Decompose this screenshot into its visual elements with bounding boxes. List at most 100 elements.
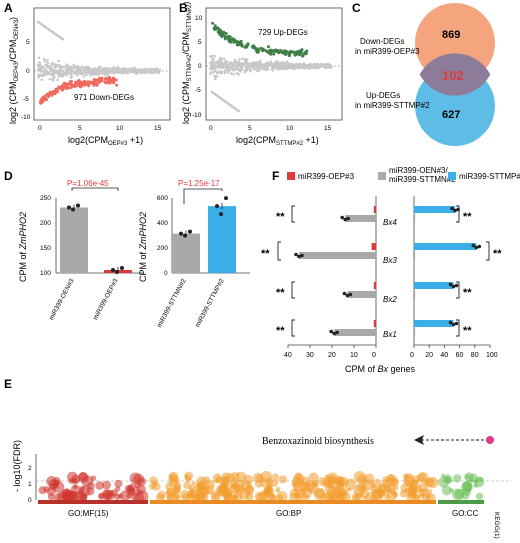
panel-a-highlight-point [53, 92, 57, 95]
panel-b-highlight-point [281, 51, 284, 54]
panel-f-replicate-point [448, 282, 453, 287]
panel-f-replicate-point [453, 208, 457, 213]
panel-b-point [229, 72, 233, 75]
panel-f-left-ticklabel: 40 [284, 352, 292, 359]
panel-a-highlight-point [114, 78, 118, 82]
panel-b-point [299, 66, 303, 69]
panel-e-point [362, 495, 367, 500]
panel-a-highlight-point [70, 83, 74, 87]
panel-b-highlight-point [299, 49, 303, 53]
panel-a-point [152, 69, 155, 73]
panel-b-point [225, 63, 228, 67]
panel-a-ylabel: log2 (CPMOEP#3/CPMOEN#3) [8, 17, 20, 124]
panel-a-point [152, 71, 155, 75]
panel-c-venn: 869 102 627 Down-DEGs in miR399-OEP#3 Up… [355, 3, 495, 146]
panel-e-point [254, 491, 265, 502]
panel-a-point [59, 68, 63, 71]
panel-b-point [216, 64, 220, 68]
panel-a-point [104, 71, 108, 75]
panel-a-point [124, 68, 127, 72]
panel-b-point [272, 66, 275, 70]
panel-a-point [82, 67, 86, 71]
panel-f-bar-control [299, 252, 376, 259]
panel-b-point [209, 62, 213, 65]
panel-d-replicate-point [224, 196, 228, 201]
panel-b-highlight-point [231, 37, 235, 41]
panel-a-point [68, 65, 72, 69]
panel-b-highlight-point [272, 52, 276, 56]
panel-b-point [265, 67, 269, 71]
panel-b-frame [205, 7, 343, 121]
panel-b-point [279, 63, 282, 66]
panel-d-replicate-point [115, 270, 119, 274]
panel-b-ytick: 0 [198, 63, 202, 70]
panel-b-xtick: 15 [324, 125, 332, 132]
panel-f-bar-sttmn [414, 215, 416, 222]
legend-label-sttmp: miR399-STTMP#2 [459, 172, 520, 181]
panel-a-highlight-point [109, 79, 113, 83]
panel-e-point [386, 489, 398, 501]
panel-b-point [317, 65, 320, 69]
panel-a-point [69, 69, 72, 72]
panel-d-right-ytick: 600 [157, 195, 168, 202]
panel-f-replicate-point [454, 283, 459, 288]
panel-a-point [75, 66, 78, 70]
panel-a-point [44, 64, 48, 67]
panel-d-left-ytick: 100 [40, 270, 51, 277]
panel-b-point [211, 57, 214, 60]
panel-b-point [245, 68, 249, 72]
panel-a-point [92, 70, 95, 74]
panel-e-point [102, 480, 111, 490]
panel-a-point [134, 72, 138, 75]
panel-b-highlight-point [227, 38, 230, 42]
panel-f-sig-right: ** [463, 211, 472, 223]
venn-left-count: 869 [442, 29, 460, 41]
panel-e-point [308, 472, 319, 483]
panel-f-sig-right: ** [463, 325, 472, 337]
panel-e-point [266, 477, 274, 485]
panel-e-point [172, 491, 180, 500]
panel-e-annotation: Benzoxazinoid biosynthesis [262, 436, 374, 447]
panel-a-point [100, 71, 103, 75]
panel-e-point [438, 476, 450, 488]
panel-a-point [106, 67, 110, 71]
panel-b-point [237, 60, 240, 64]
panel-e-point [338, 477, 349, 488]
panel-d-replicate-point [183, 233, 187, 238]
panel-b-point [323, 62, 326, 66]
legend-label-control: miR399-OEN#3/ [389, 166, 448, 175]
panel-b-xtick: 5 [248, 125, 252, 132]
panel-a-highlight-point [83, 79, 87, 83]
panel-e-point [360, 489, 370, 498]
panel-b-point [253, 63, 256, 66]
panel-f-sig-left: ** [276, 325, 285, 337]
panel-a-highlight-point [68, 80, 72, 84]
panel-b-point [214, 61, 217, 64]
panel-e-point [408, 485, 418, 495]
panel-b-point [312, 65, 315, 69]
panel-a-point [46, 71, 50, 75]
panel-a-highlight-point [112, 81, 116, 85]
panel-e-point [441, 485, 452, 496]
panel-f-sig-left: ** [276, 211, 285, 223]
panel-a-point [39, 73, 43, 77]
panel-a-point [64, 71, 68, 75]
panel-b-point [259, 63, 262, 67]
panel-d-left-bracket [71, 187, 119, 191]
panel-b-highlight-point [252, 45, 256, 49]
panel-e-point [215, 476, 223, 484]
panel-a-point [106, 72, 110, 76]
panel-d-replicate-point [67, 205, 71, 210]
panel-f-axis-ticks: 40 30 20 10 0 0 20 40 60 80 100 [284, 345, 498, 359]
panel-b-point [238, 58, 241, 61]
panel-b-point [243, 71, 247, 74]
panel-b-point [288, 66, 292, 69]
panel-b-point [256, 62, 259, 65]
legend-swatch-control [378, 172, 386, 180]
panel-a-point [72, 71, 76, 74]
panel-f-replicate-point [346, 216, 351, 221]
panel-b-highlight-point [239, 39, 243, 43]
panel-f-sig-left: ** [276, 287, 285, 299]
panel-e-point [38, 486, 47, 495]
panel-a-point [61, 37, 65, 41]
